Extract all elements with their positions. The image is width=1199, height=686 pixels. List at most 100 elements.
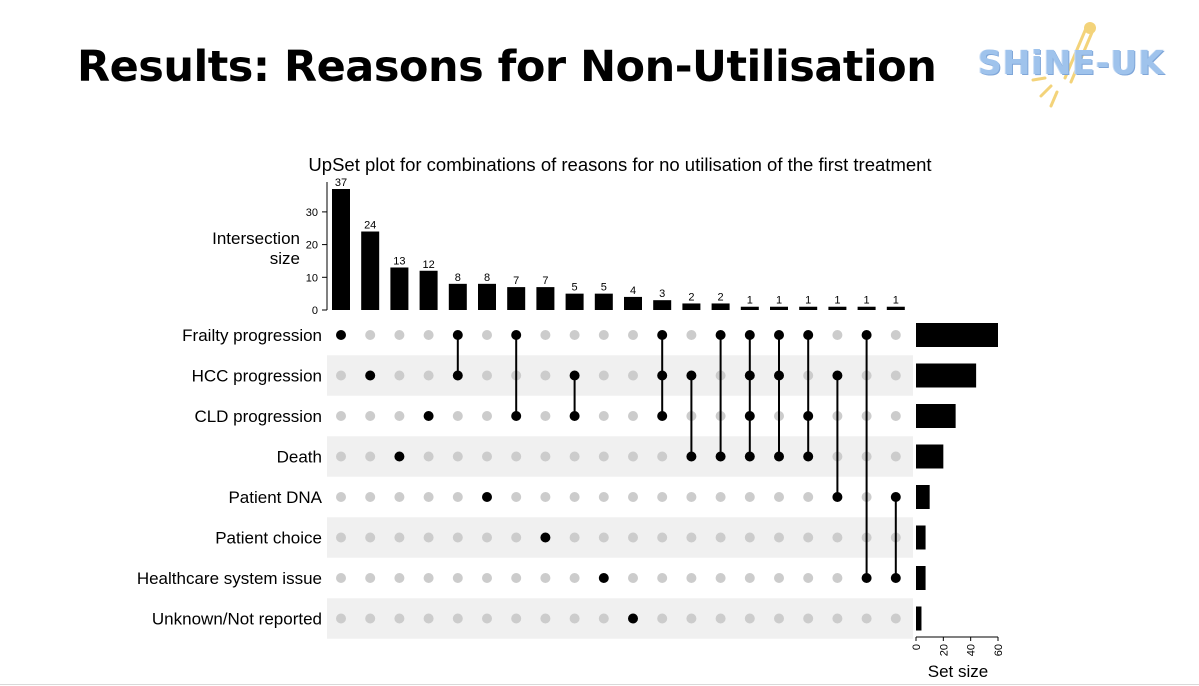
matrix-dot-inactive xyxy=(394,411,405,421)
intersection-bar-label: 7 xyxy=(542,275,548,287)
matrix-dot-inactive xyxy=(394,573,405,583)
matrix-dot-inactive xyxy=(336,370,346,381)
matrix-dot-inactive xyxy=(482,370,492,381)
intersection-bar xyxy=(711,303,730,310)
matrix-dot-inactive xyxy=(482,532,492,543)
matrix-dot-inactive xyxy=(715,613,726,624)
matrix-dot-inactive xyxy=(540,613,551,624)
matrix-dot-inactive xyxy=(744,492,755,502)
matrix-dot-inactive xyxy=(686,532,697,543)
matrix-dot-inactive xyxy=(511,451,522,462)
x-tick-label: 40 xyxy=(966,644,978,656)
matrix-dot-active xyxy=(540,532,551,543)
matrix-dot-inactive xyxy=(482,613,492,624)
matrix-dot-inactive xyxy=(452,613,463,624)
matrix-dot-inactive xyxy=(540,451,551,462)
matrix-dot-inactive xyxy=(598,532,609,543)
matrix-dot-inactive xyxy=(774,573,784,583)
matrix-dot-inactive xyxy=(803,532,814,543)
matrix-dot-active xyxy=(511,330,522,340)
matrix-dot-active xyxy=(686,370,697,381)
slide-title: Results: Reasons for Non-Utilisation xyxy=(77,42,937,92)
matrix-dot-active xyxy=(336,330,346,340)
intersection-bar xyxy=(390,267,409,310)
chart-title: UpSet plot for combinations of reasons f… xyxy=(308,154,931,175)
matrix-dot-active xyxy=(744,370,755,381)
matrix-dot-active xyxy=(774,330,784,340)
set-size-bar xyxy=(916,323,998,347)
matrix-dot-active xyxy=(774,451,784,462)
matrix-dot-inactive xyxy=(569,613,580,624)
matrix-dot-active xyxy=(715,451,726,462)
matrix-dot-inactive xyxy=(657,532,668,543)
matrix-dot-active xyxy=(744,451,755,462)
intersection-bar xyxy=(886,306,905,310)
matrix-row-bands xyxy=(327,355,913,639)
set-size-axis: 0 20 40 60 Set size xyxy=(911,636,1005,681)
matrix-dot-active xyxy=(861,330,872,340)
set-label: Frailty progression xyxy=(182,326,322,345)
matrix-dot-inactive xyxy=(423,573,434,583)
intersection-bar xyxy=(799,306,818,310)
matrix-dot-inactive xyxy=(628,411,638,421)
pencil-icon xyxy=(1031,22,1096,108)
set-label: Death xyxy=(277,448,322,467)
matrix-dot-inactive xyxy=(336,451,346,462)
intersection-axis-label-2: size xyxy=(270,249,300,268)
matrix-dot-inactive xyxy=(598,492,609,502)
matrix-dot-inactive xyxy=(890,370,901,381)
matrix-dot-active xyxy=(657,370,668,381)
intersection-bar xyxy=(653,300,672,310)
matrix-dot-active xyxy=(657,330,668,340)
matrix-dot-inactive xyxy=(569,532,580,543)
matrix-dot-active xyxy=(832,370,843,381)
matrix-dot-inactive xyxy=(598,411,609,421)
matrix-dot-inactive xyxy=(628,573,638,583)
matrix-dot-active xyxy=(628,613,638,624)
matrix-dot-inactive xyxy=(365,613,376,624)
matrix-dot-inactive xyxy=(832,532,843,543)
intersection-bar-label: 1 xyxy=(893,295,899,307)
set-size-bars xyxy=(916,323,998,631)
matrix-dot-inactive xyxy=(423,532,434,543)
matrix-dot-inactive xyxy=(423,492,434,502)
matrix-dot-active xyxy=(686,451,697,462)
intersection-bar xyxy=(448,283,467,310)
matrix-dot-inactive xyxy=(744,573,755,583)
matrix-dot-inactive xyxy=(598,330,609,340)
matrix-dot-inactive xyxy=(715,532,726,543)
matrix-dot-inactive xyxy=(394,330,405,340)
intersection-bar xyxy=(332,189,350,310)
matrix-dot-active xyxy=(890,573,901,583)
matrix-dot-inactive xyxy=(890,411,901,421)
intersection-bar-labels: 37 24 13 12 8 8 7 7 5 5 4 3 2 2 1 1 1 1 1 1 xyxy=(335,177,899,307)
matrix-dot-inactive xyxy=(657,451,668,462)
matrix-dot-inactive xyxy=(628,492,638,502)
matrix-dot-inactive xyxy=(423,330,434,340)
intersection-bar-label: 24 xyxy=(364,220,376,232)
matrix-dot-inactive xyxy=(774,613,784,624)
set-size-bar xyxy=(916,485,930,509)
matrix-dot-inactive xyxy=(540,411,551,421)
set-size-axis-label: Set size xyxy=(928,662,988,681)
matrix-dot-inactive xyxy=(686,492,697,502)
intersection-bar-label: 2 xyxy=(688,291,694,303)
matrix-dot-inactive xyxy=(423,451,434,462)
set-labels: Frailty progression HCC progression CLD pr… xyxy=(137,326,323,629)
matrix-dot-active xyxy=(803,411,814,421)
intersection-bar xyxy=(857,306,876,310)
matrix-dot-inactive xyxy=(598,451,609,462)
intersection-bar-label: 7 xyxy=(513,275,519,287)
matrix-dot-active xyxy=(861,573,872,583)
matrix-dot-active xyxy=(715,330,726,340)
matrix-dot-inactive xyxy=(832,573,843,583)
intersection-bar-label: 5 xyxy=(572,282,578,294)
shine-uk-logo: SHiNE-UK xyxy=(975,18,1190,113)
matrix-dot-inactive xyxy=(890,613,901,624)
matrix-dot-inactive xyxy=(832,613,843,624)
matrix-dot-inactive xyxy=(657,492,668,502)
matrix-dot-inactive xyxy=(803,492,814,502)
intersection-bar-label: 1 xyxy=(805,295,811,307)
matrix-dot-inactive xyxy=(569,573,580,583)
